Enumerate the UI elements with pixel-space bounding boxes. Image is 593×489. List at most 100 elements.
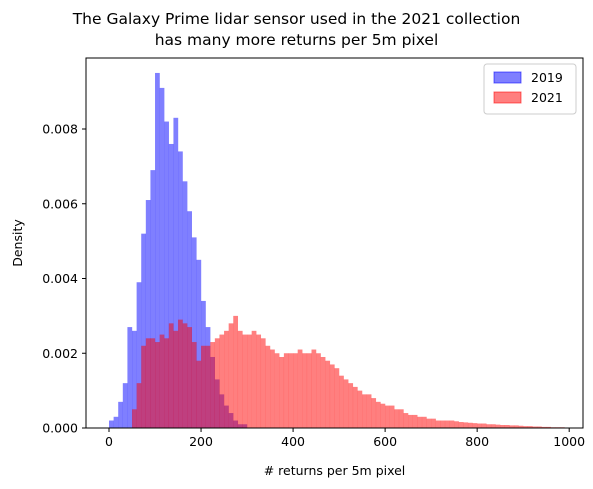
bar-2019-10 xyxy=(155,72,160,428)
bar-2021-32 xyxy=(279,356,285,428)
bar-2021-26 xyxy=(251,330,257,428)
bar-2019-5 xyxy=(132,330,137,428)
bar-2019-9 xyxy=(150,170,156,428)
bar-2021-55 xyxy=(385,405,390,428)
y-tick-label-0: 0.000 xyxy=(42,421,78,436)
bar-2021-86 xyxy=(527,426,533,428)
bar-2021-28 xyxy=(260,338,266,428)
bar-2019-7 xyxy=(141,233,146,428)
bar-2019-11 xyxy=(159,87,165,429)
x-tick-label-5: 1000 xyxy=(553,434,585,449)
x-tick-label-4: 800 xyxy=(465,434,489,449)
x-tick-label-1: 200 xyxy=(189,434,213,449)
bar-2019-1 xyxy=(113,416,119,428)
bar-2021-46 xyxy=(343,379,349,428)
bar-2021-12 xyxy=(187,327,192,428)
bar-2019-4 xyxy=(127,327,133,428)
legend-label-2019: 2019 xyxy=(531,70,563,85)
chart-title-line-1: The Galaxy Prime lidar sensor used in th… xyxy=(72,10,521,28)
y-tick-label-4: 0.008 xyxy=(42,122,78,137)
bar-2021-49 xyxy=(357,390,363,428)
bar-2021-52 xyxy=(371,398,377,428)
bar-2021-7 xyxy=(164,338,169,428)
bar-2021-13 xyxy=(191,342,197,428)
bar-2021-6 xyxy=(159,334,165,428)
bar-2021-41 xyxy=(320,356,326,428)
bar-2021-85 xyxy=(523,426,528,428)
bar-2021-78 xyxy=(490,424,496,428)
bar-2021-59 xyxy=(403,413,409,428)
legend-swatch-2021 xyxy=(493,91,522,104)
y-tick-label-1: 0.002 xyxy=(42,346,78,361)
bar-2021-58 xyxy=(398,409,404,428)
bar-2021-40 xyxy=(316,353,321,428)
bar-2021-63 xyxy=(421,416,427,428)
bar-2021-30 xyxy=(270,349,275,428)
bar-2021-74 xyxy=(472,423,478,428)
bar-2021-77 xyxy=(486,424,492,428)
bar-2021-19 xyxy=(219,334,225,428)
series-2021-bars xyxy=(132,315,565,428)
bar-2021-75 xyxy=(477,423,482,428)
bar-2021-17 xyxy=(210,342,215,428)
bar-2021-44 xyxy=(334,368,340,428)
bar-2021-83 xyxy=(513,425,519,428)
bar-2021-38 xyxy=(306,353,312,428)
bar-2021-29 xyxy=(265,345,271,428)
y-tick-label-3: 0.006 xyxy=(42,196,78,211)
bar-2021-37 xyxy=(302,353,308,428)
plot-area-frame xyxy=(85,57,584,429)
bar-2021-42 xyxy=(325,360,331,428)
x-axis-label: # returns per 5m pixel xyxy=(264,463,406,478)
bar-2021-56 xyxy=(389,405,395,428)
bar-2021-33 xyxy=(283,353,289,428)
bar-2019-16 xyxy=(182,181,188,428)
bar-2021-73 xyxy=(467,422,473,428)
bar-2021-1 xyxy=(136,383,142,428)
bar-2019-17 xyxy=(187,211,192,428)
bar-2021-23 xyxy=(237,330,243,428)
chart-title-line-2: has many more returns per 5m pixel xyxy=(154,31,439,49)
bar-2021-27 xyxy=(256,334,262,428)
bar-2021-81 xyxy=(504,425,510,428)
bar-2019-13 xyxy=(168,143,174,428)
bar-2021-79 xyxy=(495,424,501,428)
bar-2021-4 xyxy=(150,338,156,428)
bar-2021-18 xyxy=(214,338,220,428)
bar-2021-22 xyxy=(233,315,239,428)
bar-2021-43 xyxy=(329,364,335,428)
bar-2019-18 xyxy=(191,237,197,428)
bar-2021-89 xyxy=(541,426,547,428)
bar-2021-84 xyxy=(518,425,524,428)
bar-2021-87 xyxy=(532,426,538,428)
legend-label-2021: 2021 xyxy=(531,90,563,105)
bar-2021-60 xyxy=(408,414,413,428)
bar-2021-50 xyxy=(362,394,367,428)
bar-2021-3 xyxy=(145,338,151,428)
bar-2021-14 xyxy=(196,360,202,428)
bar-2021-76 xyxy=(481,423,487,428)
bar-2021-31 xyxy=(274,353,280,428)
bar-2021-35 xyxy=(293,353,298,428)
bar-2021-70 xyxy=(454,421,459,428)
bar-2021-51 xyxy=(366,394,372,428)
bar-2021-20 xyxy=(224,330,229,428)
bar-2021-65 xyxy=(431,418,436,428)
bar-2021-80 xyxy=(500,425,505,428)
bar-2021-72 xyxy=(463,422,469,428)
y-axis-label: Density xyxy=(10,219,25,267)
bar-2021-15 xyxy=(201,345,206,428)
bar-2019-0 xyxy=(109,420,114,428)
bar-2019-8 xyxy=(145,200,151,428)
legend-swatch-2019 xyxy=(493,71,522,84)
bar-2021-61 xyxy=(412,414,418,428)
bar-2021-90 xyxy=(546,426,551,428)
bar-2021-69 xyxy=(449,420,455,428)
legend: 2019 2021 xyxy=(483,63,577,115)
bar-2021-10 xyxy=(178,319,183,428)
bar-2021-71 xyxy=(458,422,464,428)
bar-2021-57 xyxy=(394,409,400,428)
bar-2021-5 xyxy=(155,342,160,428)
bar-2021-47 xyxy=(348,383,354,428)
